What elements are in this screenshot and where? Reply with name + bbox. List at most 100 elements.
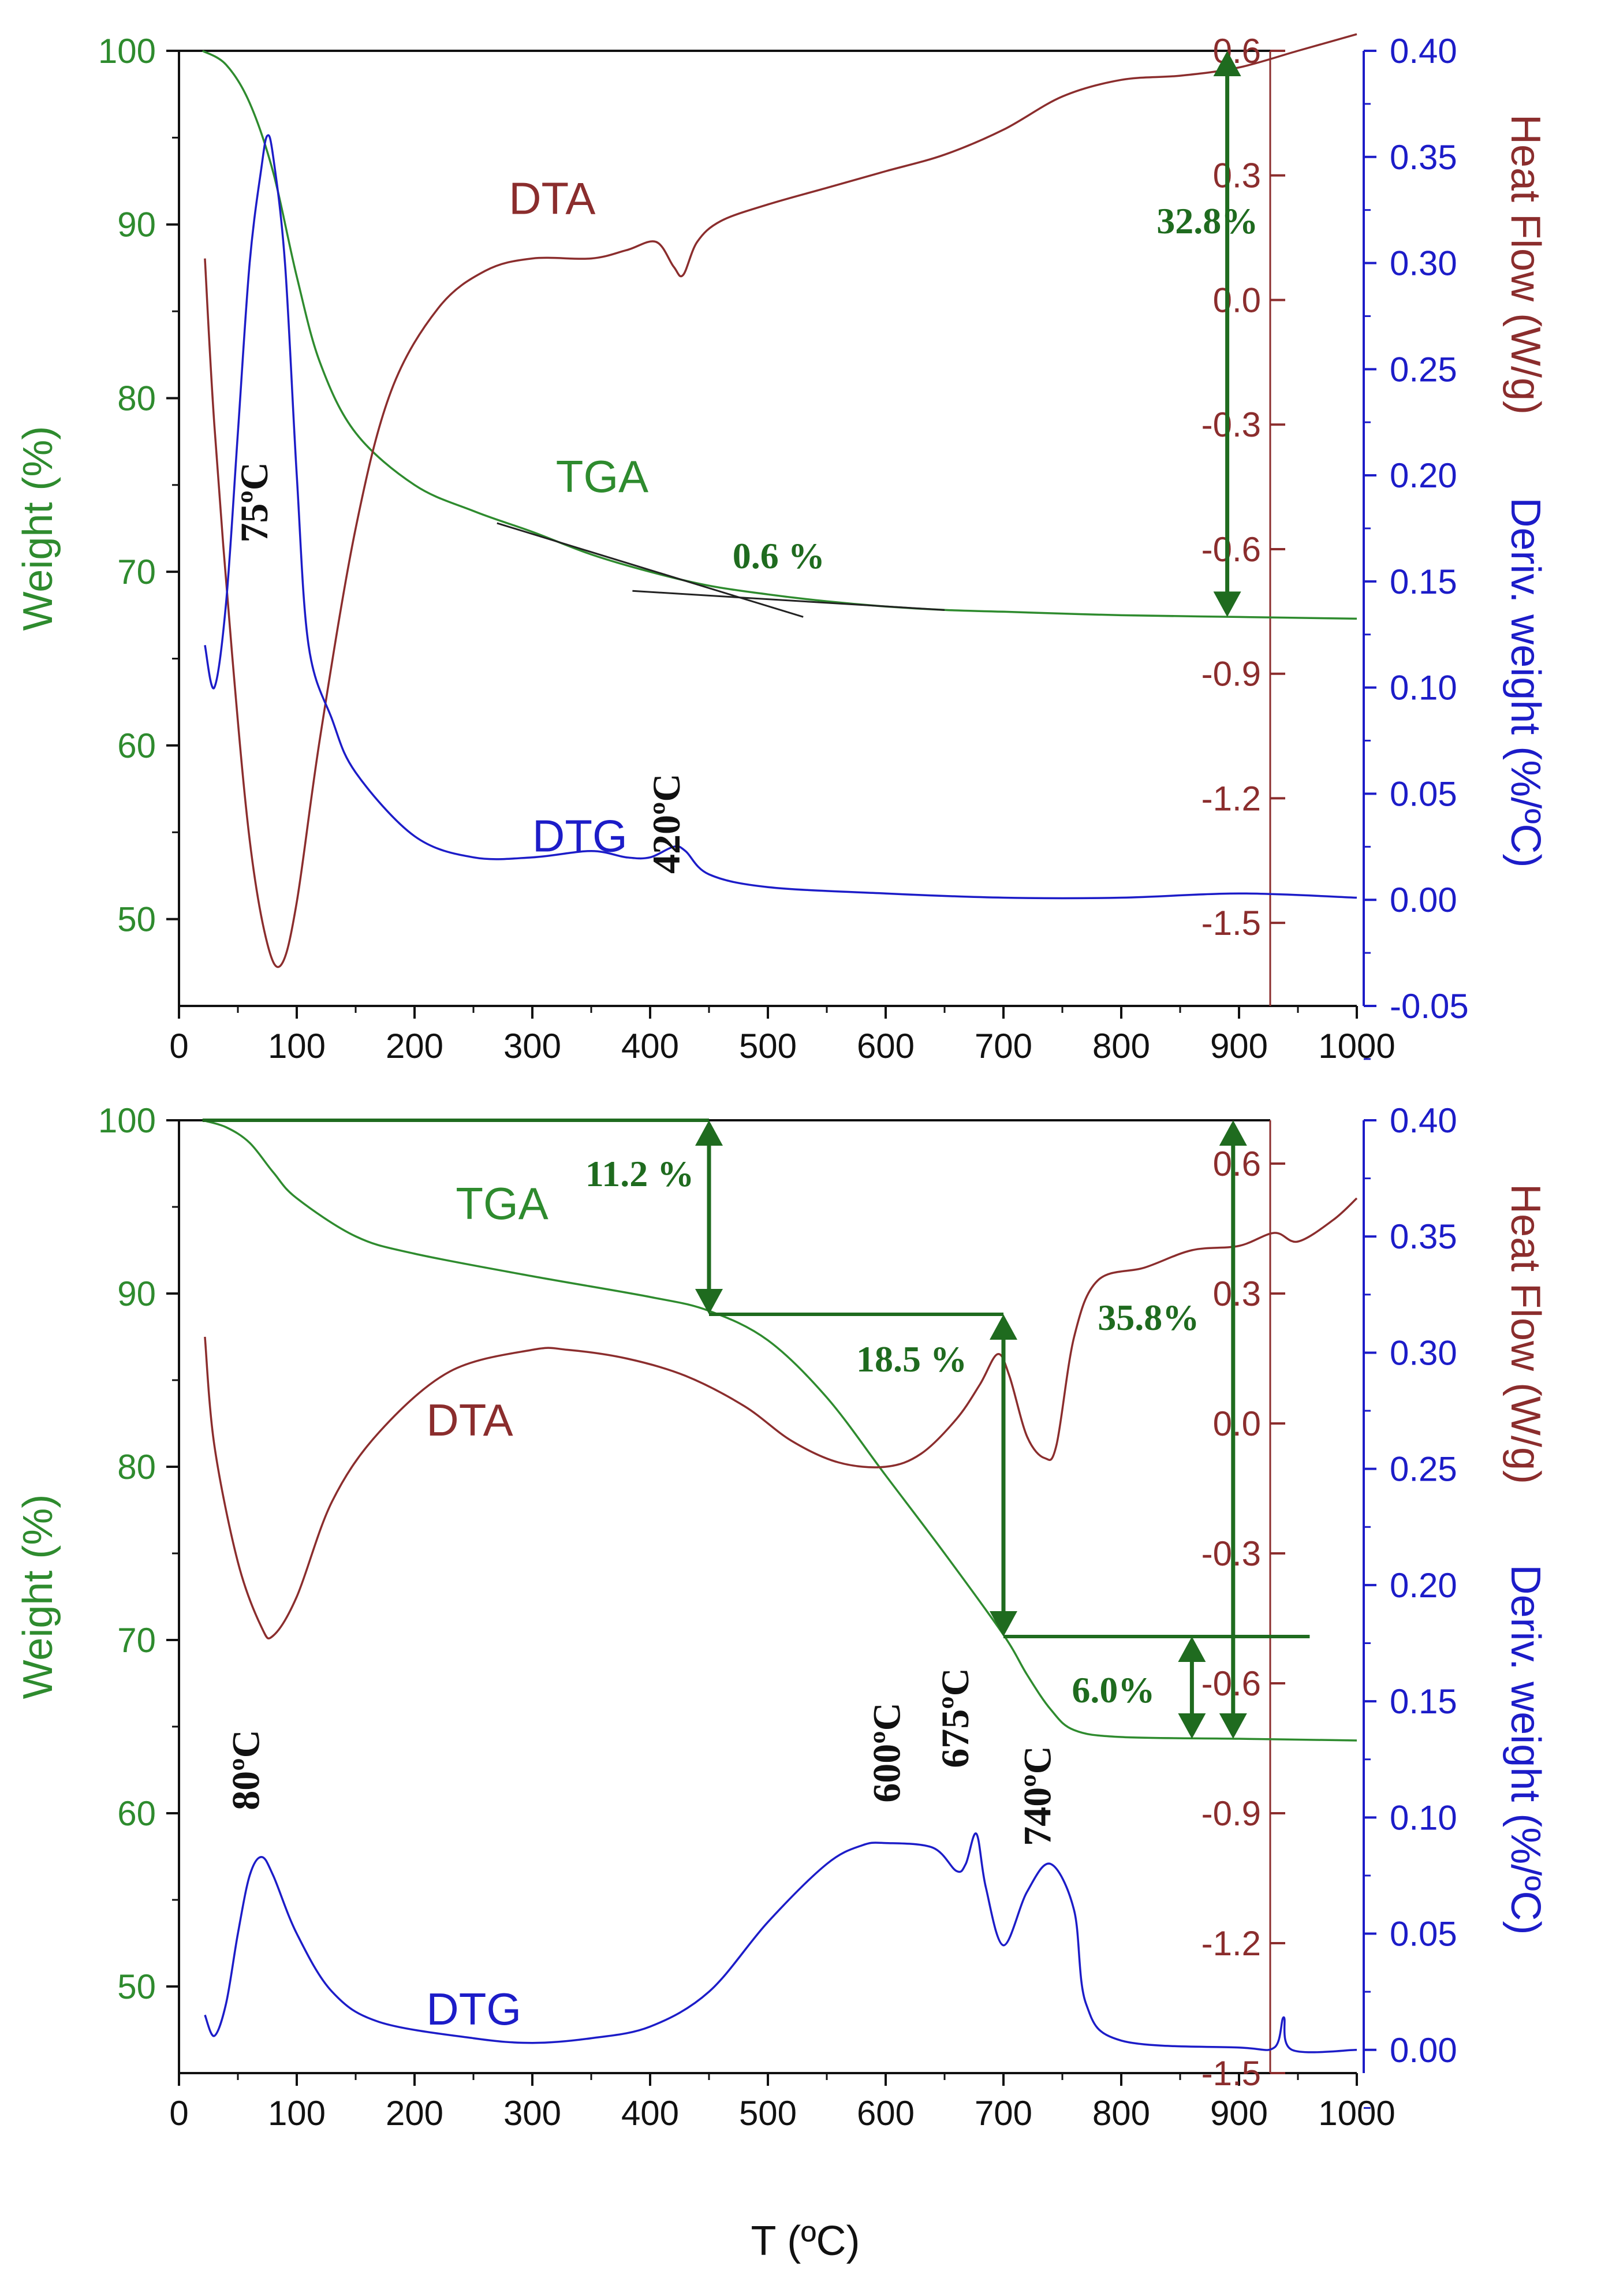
left-tick-label: 50 (117, 900, 156, 939)
x-tick-label: 0 (169, 1027, 188, 1065)
arrow-head-down (1219, 1713, 1247, 1739)
dtg-tick-label: 0.00 (1390, 881, 1457, 919)
mass-loss-annotation: 18.5 % (856, 1339, 967, 1380)
peak-temperature-label: 80ºC (224, 1730, 268, 1810)
left-tick-label: 70 (117, 553, 156, 591)
left-tick-label: 50 (117, 1967, 156, 2006)
right-axis-title-dta: Heat Flow (W/g) (1502, 114, 1548, 415)
x-tick-label: 400 (621, 1027, 679, 1065)
dta-tick-label: -0.3 (1201, 405, 1261, 444)
x-tick-label: 400 (621, 2094, 679, 2133)
x-tick-label: 1000 (1318, 2094, 1395, 2133)
left-tick-label: 80 (117, 1448, 156, 1486)
dtg-series-label: DTG (532, 810, 628, 861)
left-tick-label: 90 (117, 206, 156, 244)
dtg-tick-label: 0.35 (1390, 1217, 1457, 1256)
dtg-tick-label: 0.15 (1390, 562, 1457, 601)
dtg-tick-label: 0.05 (1390, 1915, 1457, 1954)
dta-tick-label: -1.2 (1201, 779, 1261, 818)
dta-tick-label: 0.0 (1213, 281, 1261, 319)
x-tick-label: 100 (268, 2094, 326, 2133)
dtg-curve (204, 1832, 1357, 2053)
x-tick-label: 300 (503, 2094, 561, 2133)
dta-tick-label: 0.3 (1213, 156, 1261, 195)
arrow-head-up (990, 1314, 1017, 1340)
tga-curve (202, 1119, 1357, 1742)
x-tick-label: 100 (268, 1027, 326, 1065)
x-tick-label: 600 (857, 1027, 915, 1065)
x-tick-label: 900 (1210, 1027, 1268, 1065)
dtg-tick-label: 0.30 (1390, 244, 1457, 283)
arrow-head-up (1213, 51, 1241, 76)
right-axis-title-dta: Heat Flow (W/g) (1502, 1184, 1548, 1484)
x-tick-label: 500 (739, 1027, 797, 1065)
dtg-tick-label: 0.15 (1390, 1682, 1457, 1721)
x-tick-label: 800 (1092, 1027, 1150, 1065)
tangent-line (632, 590, 945, 611)
left-axis-title: Weight (%) (15, 1494, 61, 1699)
dta-tick-label: -1.5 (1201, 904, 1261, 942)
dtg-tick-label: 0.05 (1390, 774, 1457, 813)
dtg-tick-label: 0.30 (1390, 1333, 1457, 1372)
tga-series-label: TGA (556, 451, 648, 502)
x-tick-label: 900 (1210, 2094, 1268, 2133)
dtg-tick-label: 0.25 (1390, 1450, 1457, 1489)
dtg-tick-label: 0.35 (1390, 138, 1457, 177)
tga-series-label: TGA (456, 1178, 548, 1229)
dta-tick-label: 0.0 (1213, 1404, 1261, 1443)
dta-tick-label: -0.6 (1201, 530, 1261, 569)
left-tick-label: 60 (117, 726, 156, 765)
dtg-tick-label: 0.40 (1390, 1101, 1457, 1140)
x-tick-label: 600 (857, 2094, 915, 2133)
dtg-tick-label: 0.10 (1390, 669, 1457, 707)
left-tick-label: 100 (98, 1101, 156, 1140)
x-axis-title: T (ºC) (751, 2218, 860, 2264)
mass-loss-annotation: 0.6 % (733, 535, 825, 576)
arrow-head-up (1219, 1120, 1247, 1146)
x-tick-label: 700 (975, 2094, 1032, 2133)
peak-temperature-label: 675ºC (933, 1668, 977, 1768)
dta-tick-label: -1.2 (1201, 1924, 1261, 1963)
x-tick-label: 800 (1092, 2094, 1150, 2133)
right-axis-title-dtg: Deriv. weight (%/ºC) (1502, 1564, 1548, 1935)
arrow-head-up (695, 1120, 723, 1146)
dta-tick-label: -1.5 (1201, 2054, 1261, 2093)
left-tick-label: 60 (117, 1794, 156, 1833)
x-tick-label: 300 (503, 1027, 561, 1065)
dta-tick-label: -0.9 (1201, 655, 1261, 694)
arrow-head-down (1213, 591, 1241, 617)
x-tick-label: 700 (975, 1027, 1032, 1065)
dtg-tick-label: 0.00 (1390, 2031, 1457, 2070)
x-tick-label: 1000 (1318, 1027, 1395, 1065)
dta-tick-label: 0.6 (1213, 1145, 1261, 1183)
x-tick-label: 0 (169, 2094, 188, 2133)
arrow-head-down (695, 1289, 723, 1314)
dtg-tick-label: 0.20 (1390, 1566, 1457, 1605)
dtg-series-label: DTG (426, 1984, 521, 2034)
dta-tick-label: 0.3 (1213, 1274, 1261, 1313)
dtg-tick-label: 0.40 (1390, 32, 1457, 70)
dtg-tick-label: 0.20 (1390, 456, 1457, 495)
mass-loss-annotation: 6.0% (1072, 1669, 1155, 1710)
arrow-head-up (1178, 1637, 1206, 1662)
dta-curve (204, 33, 1357, 968)
top-panel: 0 100 200 300 400 500 600 700 800 900 1000 50 60 70 80… (15, 32, 1548, 1065)
peak-temperature-label: 75ºC (232, 462, 276, 543)
arrow-head-down (1178, 1713, 1206, 1739)
dtg-tick-label: 0.25 (1390, 350, 1457, 389)
dta-series-label: DTA (426, 1395, 513, 1445)
mass-loss-annotation: 11.2 % (585, 1153, 694, 1194)
peak-temperature-label: 740ºC (1016, 1746, 1059, 1846)
dta-curve (204, 1197, 1358, 1639)
mass-loss-annotation: 32.8% (1156, 200, 1258, 241)
arrow-head-down (990, 1611, 1017, 1637)
x-tick-label: 200 (386, 1027, 443, 1065)
tangent-line (497, 522, 804, 618)
left-tick-label: 90 (117, 1274, 156, 1313)
dtg-tick-label: 0.10 (1390, 1798, 1457, 1837)
left-tick-label: 70 (117, 1621, 156, 1660)
dtg-tick-label: -0.05 (1390, 987, 1469, 1026)
mass-loss-annotation: 35.8% (1098, 1297, 1199, 1338)
left-tick-label: 100 (98, 32, 156, 70)
